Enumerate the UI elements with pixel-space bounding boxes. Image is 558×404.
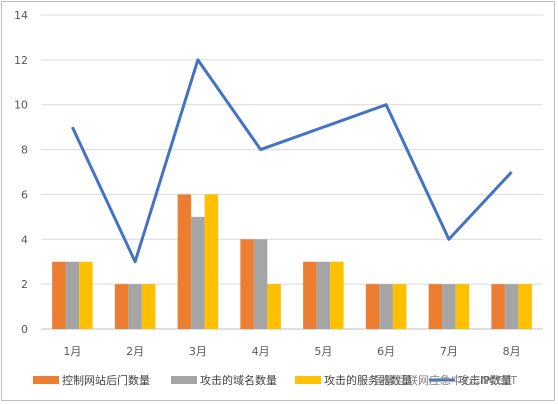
y-axis-ticks: 0 2 4 6 8 10 12 14 xyxy=(14,9,28,336)
bar xyxy=(316,261,331,329)
legend-label: 攻击的服务器数量 xyxy=(324,373,412,387)
y-tick-label: 8 xyxy=(21,144,28,157)
bar xyxy=(379,284,393,329)
bar xyxy=(392,284,407,329)
bar xyxy=(65,261,80,329)
y-tick-label: 10 xyxy=(14,99,28,112)
bar xyxy=(303,261,317,329)
bar xyxy=(204,194,219,329)
bar xyxy=(455,284,470,329)
bar xyxy=(114,284,129,329)
bar xyxy=(267,284,281,329)
x-tick-label: 2月 xyxy=(126,345,144,358)
legend-label: 控制网站后门数量 xyxy=(62,373,150,387)
x-tick-label: 4月 xyxy=(252,345,270,358)
bars xyxy=(52,194,532,329)
x-tick-label: 3月 xyxy=(189,345,207,358)
bar xyxy=(442,284,456,329)
y-tick-label: 0 xyxy=(21,323,28,336)
gridlines xyxy=(41,14,543,330)
bar xyxy=(253,239,268,329)
x-tick-label: 6月 xyxy=(377,345,395,358)
bar xyxy=(141,284,156,329)
line-series-path xyxy=(71,58,513,264)
y-tick-label: 4 xyxy=(21,233,28,246)
bar xyxy=(79,261,93,329)
x-tick-label: 1月 xyxy=(63,345,81,358)
legend-swatch xyxy=(33,376,59,384)
x-tick-label: 5月 xyxy=(314,345,332,358)
x-axis-ticks: 1月 2月 3月 4月 5月 6月 7月 8月 xyxy=(63,345,520,358)
bar xyxy=(504,284,519,329)
legend-label: 攻击的域名数量 xyxy=(200,373,277,387)
legend-label: 攻击IP数量 xyxy=(458,373,512,387)
legend-swatch xyxy=(171,376,197,384)
bar xyxy=(128,284,142,329)
y-tick-label: 14 xyxy=(14,9,28,22)
y-tick-label: 12 xyxy=(14,54,28,67)
bar xyxy=(491,284,505,329)
bar xyxy=(191,216,205,329)
x-tick-label: 8月 xyxy=(503,345,521,358)
y-tick-label: 2 xyxy=(21,278,28,291)
legend: 控制网站后门数量 攻击的域名数量 攻击的服务器数量 攻击IP数量 xyxy=(33,373,512,387)
bar xyxy=(330,261,344,329)
line-series xyxy=(71,58,513,264)
bar xyxy=(428,284,443,329)
bar xyxy=(365,284,380,329)
bar xyxy=(518,284,532,329)
bar xyxy=(240,239,254,329)
bar xyxy=(52,261,66,329)
bar xyxy=(177,194,192,329)
watermark-text: 国家互联网应急中心CNCERT xyxy=(374,373,517,387)
y-tick-label: 6 xyxy=(21,188,28,201)
legend-swatch xyxy=(295,376,321,384)
x-tick-label: 7月 xyxy=(440,345,458,358)
